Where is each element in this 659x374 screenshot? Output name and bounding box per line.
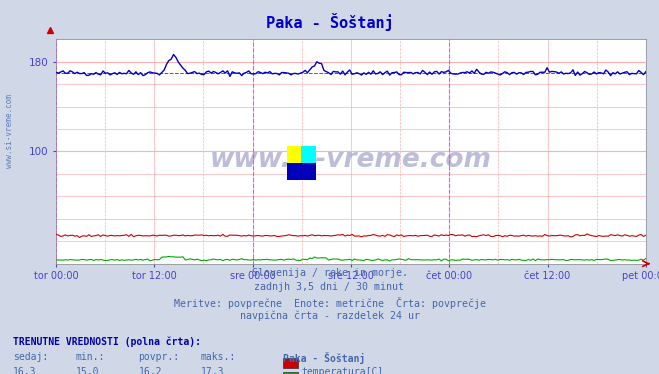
Text: Paka - Šoštanj: Paka - Šoštanj [266,13,393,31]
Text: 16,3: 16,3 [13,367,37,374]
Bar [302,146,316,163]
Text: www.si-vreme.com: www.si-vreme.com [210,147,492,174]
Text: temperatura[C]: temperatura[C] [302,367,384,374]
Text: Slovenija / reke in morje.: Slovenija / reke in morje. [252,268,407,278]
Text: navpična črta - razdelek 24 ur: navpična črta - razdelek 24 ur [239,311,420,321]
Text: 17,3: 17,3 [201,367,225,374]
Bar [287,163,316,180]
Text: Paka - Šoštanj: Paka - Šoštanj [283,352,366,364]
Text: min.:: min.: [76,352,105,362]
Text: Meritve: povprečne  Enote: metrične  Črta: povprečje: Meritve: povprečne Enote: metrične Črta:… [173,297,486,309]
Text: 16,2: 16,2 [138,367,162,374]
Text: zadnjh 3,5 dni / 30 minut: zadnjh 3,5 dni / 30 minut [254,282,405,292]
Text: sedaj:: sedaj: [13,352,48,362]
Text: www.si-vreme.com: www.si-vreme.com [5,94,14,168]
Text: 15,0: 15,0 [76,367,100,374]
Text: TRENUTNE VREDNOSTI (polna črta):: TRENUTNE VREDNOSTI (polna črta): [13,337,201,347]
Bar [287,146,302,163]
Text: maks.:: maks.: [201,352,236,362]
Text: povpr.:: povpr.: [138,352,179,362]
